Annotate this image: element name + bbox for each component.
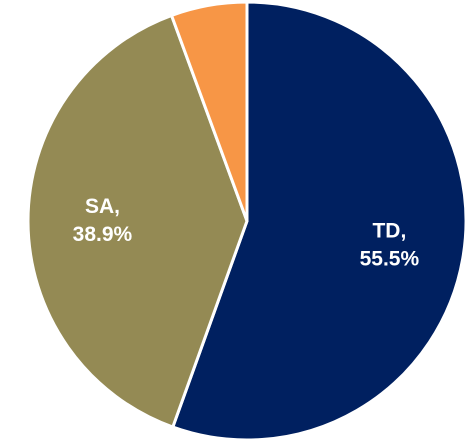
slice-label-value: 55.5% xyxy=(360,247,420,270)
pie-slice xyxy=(26,13,249,429)
slice-label-value: 38.9% xyxy=(73,223,133,246)
slice-label-category: SA, xyxy=(85,195,120,218)
pie-slice xyxy=(170,0,249,223)
slice-label-category: TD, xyxy=(372,219,406,242)
pie-slice xyxy=(171,0,467,442)
